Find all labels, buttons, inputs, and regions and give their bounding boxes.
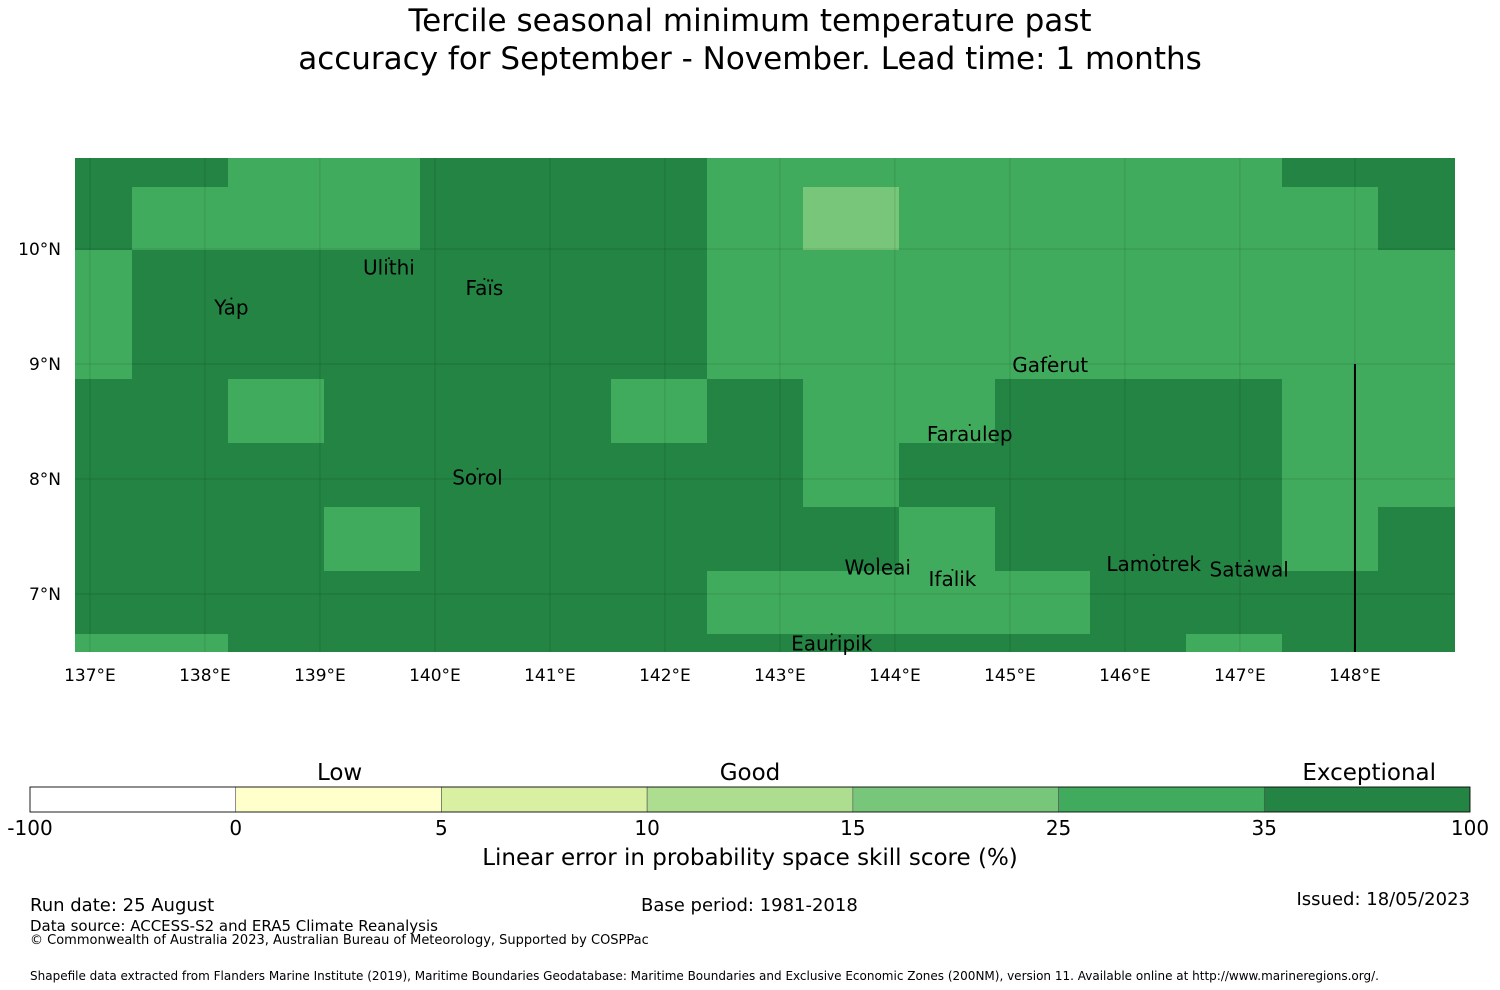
skill-cell <box>707 571 1090 634</box>
longitude-tick-label: 148°E <box>1329 666 1381 686</box>
island-marker <box>230 297 233 300</box>
map-title: Tercile seasonal minimum temperature pas… <box>0 2 1500 78</box>
colorbar-segment <box>1058 786 1265 813</box>
colorbar-category-label: Low <box>316 760 363 786</box>
colorbar-segment <box>852 786 1059 813</box>
colorbar-tick-label: 15 <box>840 816 866 840</box>
skill-grid <box>75 158 1455 652</box>
colorbar-tick-label: 100 <box>1450 816 1490 840</box>
colorbar-segment <box>29 786 237 813</box>
island-marker <box>830 633 833 636</box>
skill-cell <box>611 379 707 443</box>
island-label: Faïs <box>465 276 503 300</box>
latitude-tick-label: 7°N <box>29 585 61 605</box>
latitude-tick-label: 10°N <box>18 240 61 260</box>
colorbar-segment <box>646 786 854 813</box>
island-label: Lamotrek <box>1106 552 1201 576</box>
colorbar-tick-label: 35 <box>1251 816 1278 840</box>
map-title-line2: accuracy for September - November. Lead … <box>298 41 1202 77</box>
colorbar-frame <box>29 786 1471 813</box>
skill-cell <box>1186 634 1282 652</box>
longitude-tick-label: 144°E <box>869 666 921 686</box>
longitude-tick-label: 143°E <box>754 666 806 686</box>
skill-cell <box>803 187 899 250</box>
island-labels: Ulithi Faïs Yap Gaferut Faraulep Sorol Woleai I… <box>213 255 1289 655</box>
colorbar-category-label: Good <box>719 760 781 786</box>
skill-cell <box>1282 187 1378 250</box>
colorbar-label: Linear error in probability space skill … <box>482 845 1018 871</box>
skill-cell <box>75 634 228 652</box>
longitude-ticks: 137°E 138°E 139°E 140°E 141°E 142°E 143°E 144°E… <box>64 666 1381 686</box>
skill-cell <box>1282 379 1455 507</box>
longitude-tick-label: 142°E <box>639 666 691 686</box>
longitude-tick-label: 147°E <box>1214 666 1266 686</box>
map-title-line1: Tercile seasonal minimum temperature pas… <box>408 3 1092 39</box>
island-label: Ulithi <box>363 255 415 279</box>
latitude-tick-label: 8°N <box>29 470 61 490</box>
graticule <box>75 158 1455 652</box>
skill-cell <box>324 507 420 571</box>
island-label: Sorol <box>452 466 503 490</box>
longitude-tick-label: 146°E <box>1099 666 1151 686</box>
island-marker <box>968 424 971 426</box>
island-marker <box>387 257 390 260</box>
longitude-tick-label: 137°E <box>64 666 116 686</box>
longitude-tick-label: 141°E <box>524 666 576 686</box>
issued-date: Issued: 18/05/2023 <box>1296 889 1470 910</box>
colorbar-segment <box>235 786 442 813</box>
island-label: Faraulep <box>927 422 1013 446</box>
island-label: Yap <box>213 296 248 320</box>
island-marker <box>1248 559 1251 562</box>
skill-cell <box>899 507 995 571</box>
skill-cell <box>1282 507 1378 571</box>
copyright: © Commonwealth of Australia 2023, Austra… <box>30 933 649 948</box>
island-marker <box>1049 355 1052 357</box>
skill-cell <box>228 379 324 443</box>
colorbar-tick-label: -100 <box>7 816 53 840</box>
colorbar-tick-label: 0 <box>229 816 243 840</box>
island-marker <box>1152 553 1155 556</box>
latitude-ticks: 10°N 9°N 8°N 7°N <box>18 240 61 605</box>
colorbar-tick-label: 5 <box>435 816 448 840</box>
island-marker <box>876 557 879 560</box>
longitude-tick-label: 138°E <box>179 666 231 686</box>
island-label: Eauripik <box>791 631 873 655</box>
skill-cell <box>707 250 1455 379</box>
island-marker <box>476 467 479 470</box>
skill-cell <box>132 187 420 250</box>
island-label: Satawal <box>1210 558 1289 582</box>
island-marker <box>951 568 954 571</box>
longitude-tick-label: 139°E <box>294 666 346 686</box>
run-date: Run date: 25 August <box>30 895 215 916</box>
shapefile-credit: Shapefile data extracted from Flanders M… <box>30 969 1379 983</box>
skill-cell <box>803 443 899 507</box>
colorbar-tick-label: 10 <box>634 816 660 840</box>
island-label: Ifalik <box>929 567 977 591</box>
longitude-tick-label: 145°E <box>984 666 1036 686</box>
skill-cell <box>707 158 1282 250</box>
colorbar <box>29 786 1471 813</box>
colorbar-segment <box>1263 786 1471 813</box>
island-label: Gaferut <box>1012 353 1088 377</box>
island-label: Woleai <box>844 555 911 579</box>
base-period: Base period: 1981-2018 <box>641 895 858 916</box>
skill-cell <box>228 158 420 187</box>
island-marker <box>483 277 486 280</box>
data-source: Data source: ACCESS-S2 and ERA5 Climate … <box>30 917 438 935</box>
colorbar-segment <box>441 786 648 813</box>
skill-cell <box>803 379 995 443</box>
colorbar-tick-label: 25 <box>1045 816 1072 840</box>
latitude-tick-label: 9°N <box>29 355 61 375</box>
longitude-tick-label: 140°E <box>409 666 461 686</box>
skill-cell <box>75 250 132 379</box>
colorbar-category-label: Exceptional <box>1302 760 1437 786</box>
